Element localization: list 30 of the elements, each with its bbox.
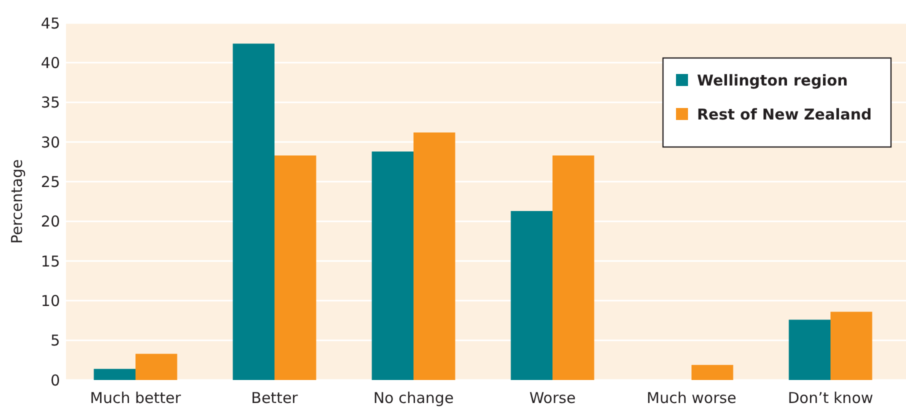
- y-tick-label: 30: [40, 133, 60, 152]
- y-tick-label: 35: [40, 94, 60, 112]
- y-tick-label: 10: [40, 292, 60, 310]
- y-tick-label: 25: [40, 172, 60, 191]
- bar: [788, 320, 830, 380]
- bar: [414, 132, 456, 380]
- legend-label: Rest of New Zealand: [697, 105, 872, 124]
- bar: [94, 368, 136, 380]
- x-tick-label: Much worse: [646, 389, 736, 407]
- legend-label: Wellington region: [697, 71, 848, 90]
- y-tick-label: 5: [50, 332, 60, 350]
- y-tick-label: 40: [40, 54, 60, 72]
- bar: [232, 44, 274, 380]
- y-tick-label: 20: [40, 212, 60, 231]
- bar: [552, 155, 594, 380]
- y-tick-label: 15: [40, 252, 60, 270]
- bar: [692, 364, 734, 380]
- bar: [510, 211, 552, 380]
- bar: [830, 312, 872, 380]
- bar: [372, 152, 414, 380]
- x-tick-label: Better: [251, 389, 299, 407]
- y-axis-title: Percentage: [8, 159, 26, 244]
- y-tick-label: 45: [40, 14, 60, 32]
- y-tick-label: 0: [50, 371, 60, 390]
- x-tick-label: Worse: [529, 389, 576, 407]
- x-tick-label: Much better: [90, 389, 182, 407]
- x-tick-label: Don’t know: [788, 389, 874, 407]
- bar: [136, 354, 178, 380]
- x-tick-label: No change: [373, 389, 454, 407]
- bar: [274, 155, 316, 380]
